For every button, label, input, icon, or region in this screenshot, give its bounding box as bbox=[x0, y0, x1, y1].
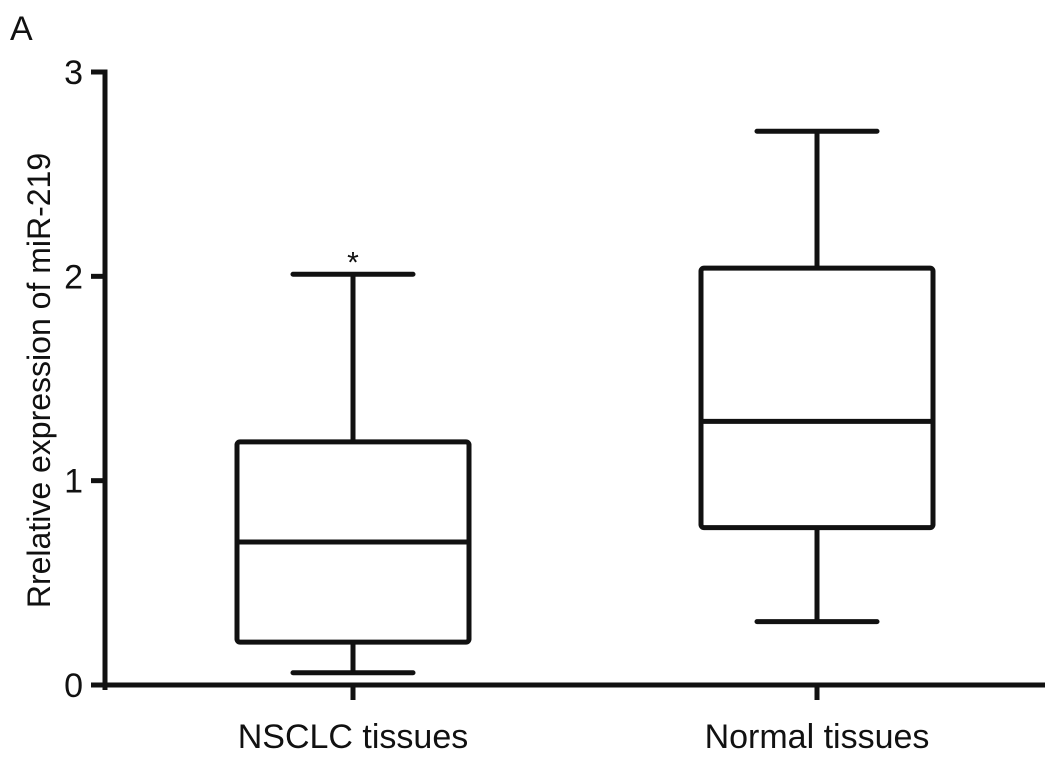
axes-group: 0 1 2 3 NSCLC tissues Normal tissues bbox=[64, 54, 1045, 756]
box-plot-nsclc: * bbox=[234, 246, 472, 676]
box-plot-normal bbox=[698, 128, 936, 625]
boxes-group: * bbox=[234, 128, 936, 676]
iqr-box bbox=[698, 265, 936, 531]
y-tick-label: 0 bbox=[64, 667, 83, 705]
y-axis-label-group: Rrelative expression of miR-219 bbox=[21, 153, 57, 608]
y-tick-label: 1 bbox=[64, 463, 83, 501]
y-tick-label: 3 bbox=[64, 54, 83, 92]
x-tick-label: NSCLC tissues bbox=[238, 718, 469, 756]
significance-marker: * bbox=[347, 246, 359, 279]
panel-label: A bbox=[10, 10, 33, 48]
x-tick-label: Normal tissues bbox=[705, 718, 930, 756]
y-tick-label: 2 bbox=[64, 258, 83, 296]
y-axis-title: Rrelative expression of miR-219 bbox=[21, 153, 57, 608]
